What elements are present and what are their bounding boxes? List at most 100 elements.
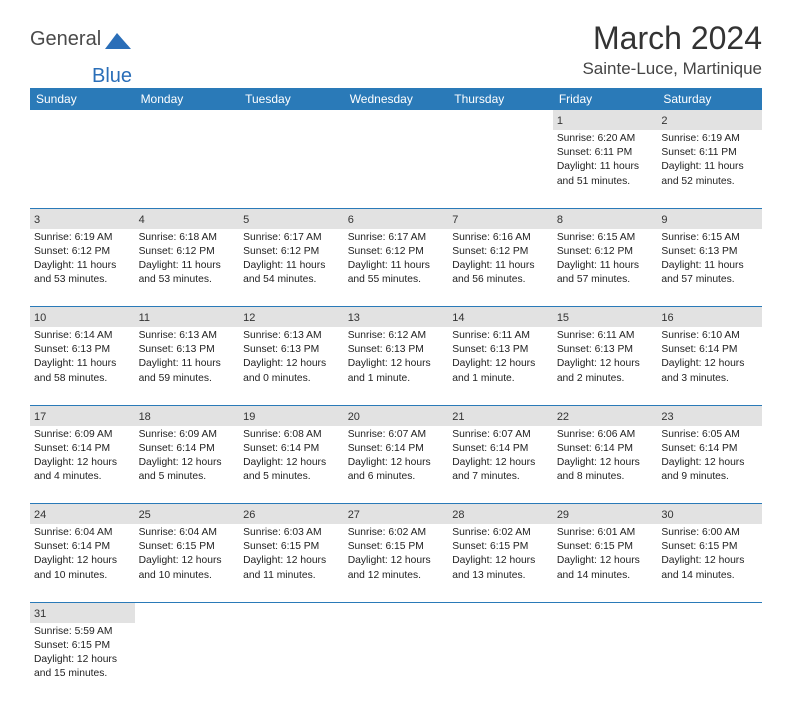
daynum-row: 1011121314 15 16 xyxy=(30,307,762,328)
daynum-cell: 30 xyxy=(657,504,762,525)
daynum-cell xyxy=(657,602,762,623)
day-number: 18 xyxy=(139,411,151,423)
day-cell: Sunrise: 6:11 AM Sunset: 6:13 PM Dayligh… xyxy=(553,327,658,405)
day-cell xyxy=(135,623,240,701)
day-cell: Sunrise: 5:59 AM Sunset: 6:15 PM Dayligh… xyxy=(30,623,135,701)
daynum-cell: 26 xyxy=(239,504,344,525)
day-details: Sunrise: 6:13 AM Sunset: 6:13 PM Dayligh… xyxy=(243,329,340,386)
day-cell xyxy=(135,130,240,208)
day-header: Monday xyxy=(135,88,240,110)
day-cell xyxy=(30,130,135,208)
day-cell: Sunrise: 6:12 AM Sunset: 6:13 PM Dayligh… xyxy=(344,327,449,405)
day-details: Sunrise: 6:12 AM Sunset: 6:13 PM Dayligh… xyxy=(348,329,445,386)
daynum-cell xyxy=(135,602,240,623)
day-details: Sunrise: 6:17 AM Sunset: 6:12 PM Dayligh… xyxy=(348,231,445,288)
daynum-cell: 16 xyxy=(657,307,762,328)
daynum-cell: 23 xyxy=(657,405,762,426)
day-cell: Sunrise: 6:14 AM Sunset: 6:13 PM Dayligh… xyxy=(30,327,135,405)
daynum-cell xyxy=(30,110,135,130)
day-number: 31 xyxy=(34,608,46,620)
day-details: Sunrise: 6:17 AM Sunset: 6:12 PM Dayligh… xyxy=(243,231,340,288)
day-cell xyxy=(448,130,553,208)
content-row: Sunrise: 6:20 AM Sunset: 6:11 PM Dayligh… xyxy=(30,130,762,208)
day-number: 14 xyxy=(452,312,464,324)
day-header: Sunday xyxy=(30,88,135,110)
day-cell xyxy=(239,623,344,701)
day-cell: Sunrise: 6:17 AM Sunset: 6:12 PM Dayligh… xyxy=(344,229,449,307)
daynum-cell: 11 xyxy=(135,307,240,328)
daynum-cell xyxy=(344,110,449,130)
day-number: 26 xyxy=(243,509,255,521)
day-header: Tuesday xyxy=(239,88,344,110)
day-number: 2 xyxy=(661,115,667,127)
day-details: Sunrise: 6:01 AM Sunset: 6:15 PM Dayligh… xyxy=(557,526,654,583)
day-cell xyxy=(239,130,344,208)
brand-part1: General xyxy=(30,28,101,51)
day-cell: Sunrise: 6:07 AM Sunset: 6:14 PM Dayligh… xyxy=(344,426,449,504)
content-row: Sunrise: 6:04 AM Sunset: 6:14 PM Dayligh… xyxy=(30,524,762,602)
day-header: Thursday xyxy=(448,88,553,110)
day-details: Sunrise: 6:06 AM Sunset: 6:14 PM Dayligh… xyxy=(557,428,654,485)
day-cell xyxy=(344,130,449,208)
day-number: 27 xyxy=(348,509,360,521)
day-details: Sunrise: 6:10 AM Sunset: 6:14 PM Dayligh… xyxy=(661,329,758,386)
daynum-cell: 14 xyxy=(448,307,553,328)
daynum-row: 24252627282930 xyxy=(30,504,762,525)
day-cell: Sunrise: 6:16 AM Sunset: 6:12 PM Dayligh… xyxy=(448,229,553,307)
content-row: Sunrise: 6:19 AM Sunset: 6:12 PM Dayligh… xyxy=(30,229,762,307)
day-number: 15 xyxy=(557,312,569,324)
day-header: Wednesday xyxy=(344,88,449,110)
day-cell: Sunrise: 6:19 AM Sunset: 6:11 PM Dayligh… xyxy=(657,130,762,208)
daynum-cell: 22 xyxy=(553,405,658,426)
daynum-cell: 8 xyxy=(553,208,658,229)
day-cell: Sunrise: 6:03 AM Sunset: 6:15 PM Dayligh… xyxy=(239,524,344,602)
day-details: Sunrise: 6:02 AM Sunset: 6:15 PM Dayligh… xyxy=(452,526,549,583)
daynum-cell: 27 xyxy=(344,504,449,525)
daynum-cell: 10 xyxy=(30,307,135,328)
day-cell: Sunrise: 6:13 AM Sunset: 6:13 PM Dayligh… xyxy=(135,327,240,405)
day-cell: Sunrise: 6:18 AM Sunset: 6:12 PM Dayligh… xyxy=(135,229,240,307)
day-details: Sunrise: 6:15 AM Sunset: 6:13 PM Dayligh… xyxy=(661,231,758,288)
daynum-cell xyxy=(448,110,553,130)
daynum-cell: 17 xyxy=(30,405,135,426)
brand-logo: General xyxy=(30,28,131,51)
day-details: Sunrise: 6:02 AM Sunset: 6:15 PM Dayligh… xyxy=(348,526,445,583)
day-cell: Sunrise: 6:08 AM Sunset: 6:14 PM Dayligh… xyxy=(239,426,344,504)
day-number: 19 xyxy=(243,411,255,423)
day-details: Sunrise: 6:15 AM Sunset: 6:12 PM Dayligh… xyxy=(557,231,654,288)
day-cell: Sunrise: 6:04 AM Sunset: 6:14 PM Dayligh… xyxy=(30,524,135,602)
brand-part2: Blue xyxy=(92,65,132,88)
flag-icon xyxy=(105,31,131,49)
day-number: 1 xyxy=(557,115,563,127)
month-title: March 2024 xyxy=(582,20,762,57)
day-cell: Sunrise: 6:07 AM Sunset: 6:14 PM Dayligh… xyxy=(448,426,553,504)
day-number: 17 xyxy=(34,411,46,423)
day-number: 6 xyxy=(348,214,354,226)
day-details: Sunrise: 6:19 AM Sunset: 6:11 PM Dayligh… xyxy=(661,132,758,189)
day-cell: Sunrise: 6:11 AM Sunset: 6:13 PM Dayligh… xyxy=(448,327,553,405)
daynum-row: 3456789 xyxy=(30,208,762,229)
day-cell: Sunrise: 6:15 AM Sunset: 6:13 PM Dayligh… xyxy=(657,229,762,307)
content-row: Sunrise: 6:14 AM Sunset: 6:13 PM Dayligh… xyxy=(30,327,762,405)
day-cell: Sunrise: 6:00 AM Sunset: 6:15 PM Dayligh… xyxy=(657,524,762,602)
daynum-cell: 18 xyxy=(135,405,240,426)
day-cell: Sunrise: 6:02 AM Sunset: 6:15 PM Dayligh… xyxy=(448,524,553,602)
day-cell xyxy=(344,623,449,701)
day-number: 23 xyxy=(661,411,673,423)
daynum-cell xyxy=(553,602,658,623)
day-cell: Sunrise: 6:15 AM Sunset: 6:12 PM Dayligh… xyxy=(553,229,658,307)
day-cell xyxy=(448,623,553,701)
daynum-cell: 13 xyxy=(344,307,449,328)
daynum-cell: 12 xyxy=(239,307,344,328)
daynum-cell: 31 xyxy=(30,602,135,623)
title-block: March 2024 Sainte-Luce, Martinique xyxy=(582,20,762,79)
daynum-cell xyxy=(448,602,553,623)
day-number: 4 xyxy=(139,214,145,226)
day-details: Sunrise: 6:11 AM Sunset: 6:13 PM Dayligh… xyxy=(452,329,549,386)
day-cell xyxy=(657,623,762,701)
day-details: Sunrise: 6:09 AM Sunset: 6:14 PM Dayligh… xyxy=(139,428,236,485)
day-details: Sunrise: 5:59 AM Sunset: 6:15 PM Dayligh… xyxy=(34,625,131,682)
day-cell: Sunrise: 6:13 AM Sunset: 6:13 PM Dayligh… xyxy=(239,327,344,405)
daynum-cell: 1 xyxy=(553,110,658,130)
day-number: 8 xyxy=(557,214,563,226)
